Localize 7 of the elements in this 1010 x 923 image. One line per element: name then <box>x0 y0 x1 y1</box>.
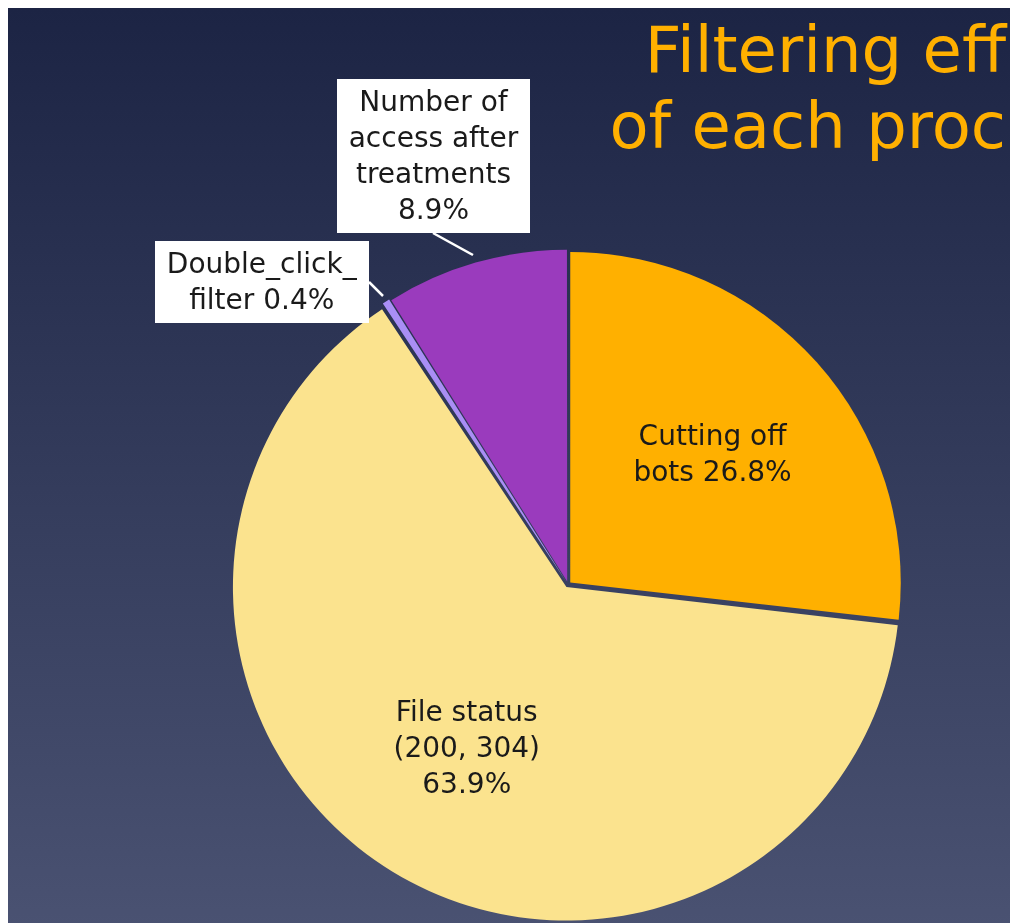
slice-label: Number of access after treatments <box>347 84 520 193</box>
slice-label: Double_click_filter 0.4% <box>165 246 358 319</box>
slice-label: Cutting off bots 26.8% <box>633 418 792 488</box>
chart-title: Filtering eff of each proc <box>609 12 1006 164</box>
data-label: 8.9% <box>396 192 471 229</box>
slice-label: File status (200, 304) <box>393 695 541 764</box>
data-label: 63.9% <box>422 767 512 800</box>
